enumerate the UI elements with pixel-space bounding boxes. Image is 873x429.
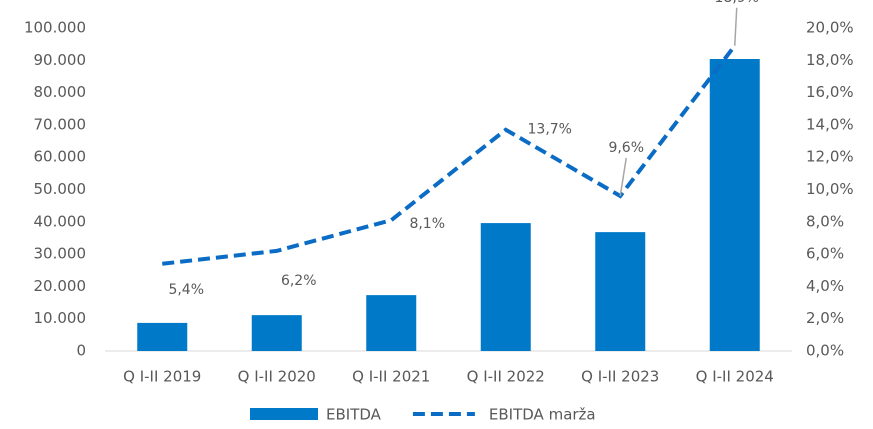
leader-line: [619, 157, 627, 197]
y-tick-label: 10.000: [34, 309, 87, 327]
y2-tick-label: 14,0%: [806, 115, 854, 133]
y-tick-label: 90.000: [34, 51, 87, 69]
data-label: 6,2%: [281, 273, 317, 289]
y2-tick-label: 18,0%: [806, 51, 854, 69]
y-tick-label: 100.000: [24, 19, 86, 37]
x-tick-label: Q I-II 2022: [467, 368, 545, 386]
y-tick-label: 40.000: [34, 212, 87, 230]
legend-label: EBITDA: [326, 406, 382, 424]
y-tick-label: 80.000: [34, 83, 87, 101]
bar: [137, 322, 188, 351]
y-tick-label: 0: [76, 342, 86, 360]
legend-label: EBITDA marža: [489, 406, 596, 424]
y-tick-label: 20.000: [34, 277, 87, 295]
line: [162, 44, 737, 266]
y2-tick-label: 10,0%: [806, 180, 854, 198]
y2-tick-label: 4,0%: [806, 277, 844, 295]
data-label: 8,1%: [409, 216, 445, 232]
y-tick-label: 50.000: [34, 180, 87, 198]
bar: [480, 223, 531, 351]
data-label: 13,7%: [528, 122, 572, 138]
y-tick-label: 30.000: [34, 245, 87, 263]
y2-tick-label: 2,0%: [806, 309, 844, 327]
y2-tick-label: 12,0%: [806, 148, 854, 166]
x-tick-label: Q I-II 2024: [696, 368, 774, 386]
leader-line: [734, 7, 738, 46]
y-tick-label: 60.000: [34, 148, 87, 166]
x-tick-label: Q I-II 2019: [123, 368, 201, 386]
data-label: 5,4%: [168, 282, 204, 298]
y2-tick-label: 8,0%: [806, 212, 844, 230]
y-tick-label: 70.000: [34, 115, 87, 133]
y2-tick-label: 20,0%: [806, 19, 854, 37]
x-tick-label: Q I-II 2020: [238, 368, 316, 386]
y2-tick-label: 0,0%: [806, 342, 844, 360]
data-label: 18,9%: [715, 0, 759, 6]
bar: [709, 59, 760, 352]
legend-swatch: [250, 408, 318, 420]
y2-tick-label: 6,0%: [806, 245, 844, 263]
x-tick-label: Q I-II 2021: [352, 368, 430, 386]
bar: [595, 232, 646, 351]
data-label: 9,6%: [608, 140, 644, 156]
bar: [366, 295, 417, 351]
bar: [251, 315, 302, 351]
x-tick-label: Q I-II 2023: [581, 368, 659, 386]
y2-tick-label: 16,0%: [806, 83, 854, 101]
